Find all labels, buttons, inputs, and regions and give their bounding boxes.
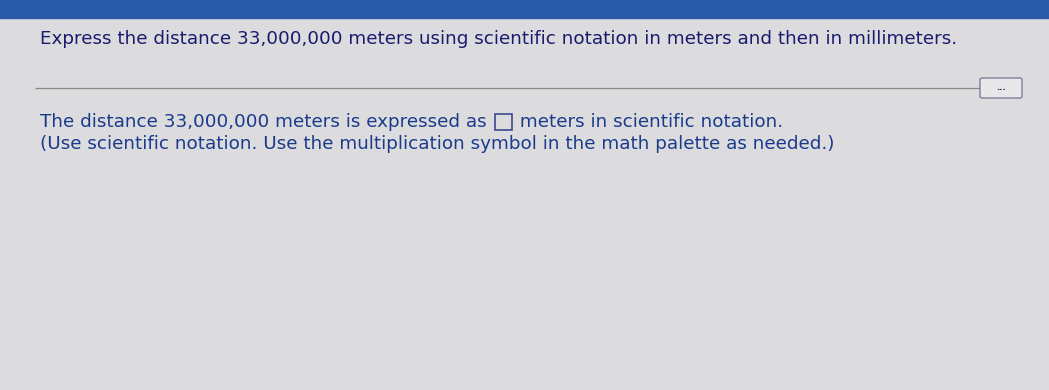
FancyBboxPatch shape — [494, 114, 512, 130]
FancyBboxPatch shape — [980, 78, 1022, 98]
Bar — [0, 0, 1049, 18]
Text: meters in scientific notation.: meters in scientific notation. — [514, 113, 783, 131]
Text: (Use scientific notation. Use the multiplication symbol in the math palette as n: (Use scientific notation. Use the multip… — [40, 135, 835, 153]
Text: Express the distance 33,000,000 meters using scientific notation in meters and t: Express the distance 33,000,000 meters u… — [40, 30, 957, 48]
Text: The distance 33,000,000 meters is expressed as: The distance 33,000,000 meters is expres… — [40, 113, 492, 131]
Text: ...: ... — [997, 83, 1006, 92]
